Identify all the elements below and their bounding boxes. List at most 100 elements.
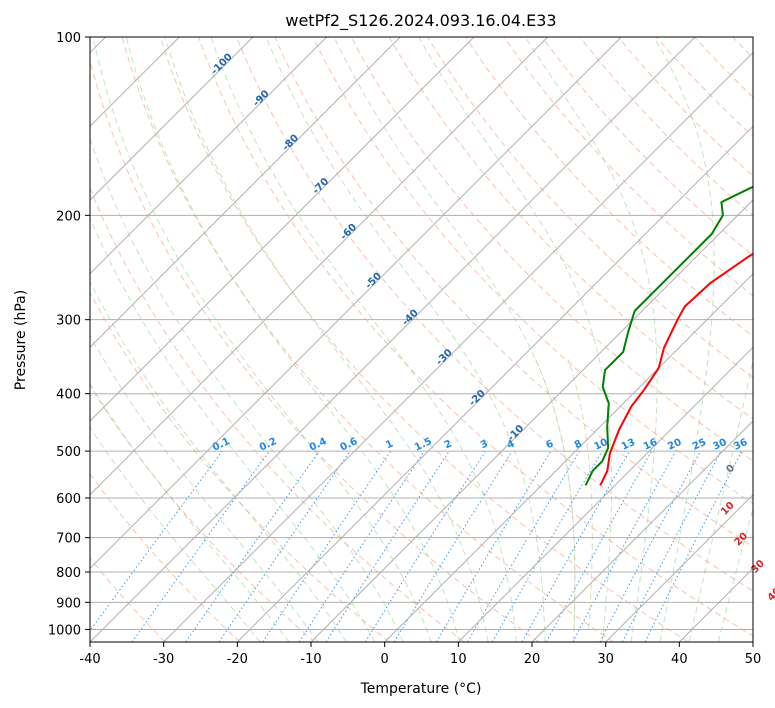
mixing-ratio-line bbox=[262, 450, 392, 642]
moist-adiabat-line bbox=[567, 359, 593, 630]
mixing-ratio-label: 20 bbox=[666, 437, 683, 453]
isotherm-line bbox=[310, 199, 753, 642]
y-tick-label: 900 bbox=[56, 596, 81, 611]
y-tick-label: 500 bbox=[56, 445, 81, 460]
profiles bbox=[584, 185, 753, 486]
grid bbox=[90, 37, 753, 642]
x-tick-label: 20 bbox=[524, 652, 541, 667]
mixing-ratio-line bbox=[131, 450, 270, 642]
y-axis: 100 200 300 400 500 600 700 800 900 1000 bbox=[48, 31, 90, 638]
mixing-ratio-line bbox=[90, 450, 223, 632]
moist-adiabat-line bbox=[90, 280, 347, 642]
mixing-ratio-label: 1 bbox=[384, 438, 395, 451]
isotherm-line bbox=[90, 37, 622, 570]
dry-adiabat-line bbox=[198, 37, 753, 637]
isotherm-line bbox=[90, 37, 401, 349]
mixing-ratio-label: 3 bbox=[479, 438, 490, 451]
y-tick-label: 100 bbox=[56, 31, 81, 46]
y-tick-label: 300 bbox=[56, 314, 81, 329]
dry-adiabat-line bbox=[274, 37, 753, 548]
moist-adiabat-line bbox=[90, 382, 290, 642]
mixing-ratio-label: 13 bbox=[620, 437, 637, 453]
x-tick-label: 40 bbox=[671, 652, 688, 667]
moist-adiabat-line bbox=[90, 334, 319, 642]
moist-adiabat-line bbox=[418, 37, 613, 642]
y-tick-label: 200 bbox=[56, 209, 81, 224]
dry-adiabat-line bbox=[617, 37, 753, 177]
dry-adiabat-line bbox=[579, 37, 753, 217]
moist-adiabat-line bbox=[688, 358, 753, 642]
y-tick-label: 1000 bbox=[48, 623, 81, 638]
dry-adiabat-line bbox=[90, 472, 241, 642]
isotherm-line bbox=[90, 37, 328, 275]
moist-adiabat-line bbox=[90, 136, 404, 642]
dry-adiabat-line bbox=[90, 59, 540, 642]
moist-adiabat-line bbox=[164, 37, 489, 642]
x-tick-label: -20 bbox=[227, 652, 248, 667]
mixing-ratio-label: 36 bbox=[732, 437, 749, 453]
mixing-ratio-label: 25 bbox=[691, 437, 708, 453]
x-tick-label: 50 bbox=[745, 652, 762, 667]
dry-adiabat-line bbox=[90, 291, 390, 642]
moist-adiabat-line bbox=[90, 216, 376, 642]
isotherm-line bbox=[531, 420, 753, 642]
moist-adiabat-line bbox=[90, 426, 261, 642]
isotherm-line bbox=[90, 37, 696, 642]
mixing-ratio-label: 2 bbox=[443, 438, 454, 451]
moist-adiabat-line bbox=[535, 359, 576, 630]
x-tick-label: 30 bbox=[597, 652, 614, 667]
x-tick-label: -30 bbox=[153, 652, 174, 667]
y-tick-label: 800 bbox=[56, 566, 81, 581]
moist-adiabat-line bbox=[125, 37, 461, 642]
mixing-ratio-line bbox=[644, 450, 743, 642]
mixing-ratio-line bbox=[325, 450, 450, 642]
isotherm-line bbox=[163, 51, 753, 642]
background-lines bbox=[90, 37, 753, 642]
mixing-ratio-line bbox=[545, 450, 653, 642]
x-tick-label: -10 bbox=[300, 652, 321, 667]
moist-adiabat-line bbox=[265, 37, 546, 642]
isotherm-line bbox=[90, 37, 549, 496]
mixing-ratio-label: 8 bbox=[573, 438, 584, 451]
mixing-ratio-line bbox=[185, 450, 320, 642]
mixing-ratio-line bbox=[218, 450, 351, 642]
x-axis-label: Temperature (°C) bbox=[360, 681, 482, 697]
mixing-ratio-line bbox=[393, 450, 513, 642]
mixing-ratio-line bbox=[572, 450, 677, 642]
temperature-profile-line bbox=[599, 252, 753, 486]
y-tick-label: 400 bbox=[56, 388, 81, 403]
dry-adiabat-line bbox=[465, 37, 753, 338]
moist-adiabat-line bbox=[717, 506, 753, 642]
moist-adiabat-line bbox=[210, 37, 517, 642]
x-axis: -40 -30 -20 -10 0 10 20 30 40 50 bbox=[79, 642, 761, 667]
dry-adiabat-line bbox=[312, 37, 753, 505]
y-tick-label: 700 bbox=[56, 532, 81, 547]
isotherm-line bbox=[236, 125, 753, 642]
mixing-ratio-label: 4 bbox=[506, 438, 517, 451]
mixing-ratio-label: 10 bbox=[592, 437, 609, 453]
mixing-ratio-label: 30 bbox=[711, 437, 728, 453]
isotherm-line bbox=[457, 346, 753, 642]
moist-adiabat-line bbox=[92, 37, 432, 642]
isotherm-line bbox=[90, 37, 254, 201]
dry-adiabat-line bbox=[236, 37, 753, 592]
dry-adiabat-line bbox=[350, 37, 753, 462]
dry-adiabat-line bbox=[121, 37, 614, 642]
y-tick-label: 600 bbox=[56, 492, 81, 507]
mixing-ratio-label: 16 bbox=[642, 437, 659, 453]
mixing-ratio-label: 6 bbox=[544, 438, 555, 451]
chart-title: wetPf2_S126.2024.093.16.04.E33 bbox=[285, 11, 556, 31]
x-tick-label: 10 bbox=[450, 652, 467, 667]
plot-frame bbox=[89, 36, 754, 643]
isotherm-line bbox=[384, 272, 753, 642]
isotherm-line bbox=[90, 37, 475, 422]
moist-adiabat-label: 40 bbox=[766, 586, 775, 604]
x-tick-label: 0 bbox=[381, 652, 389, 667]
moist-adiabat-line bbox=[524, 37, 658, 642]
mixing-ratio-line bbox=[521, 450, 630, 642]
dewpoint-profile-line bbox=[584, 185, 753, 486]
isotherm-line bbox=[605, 493, 753, 642]
y-axis-label: Pressure (hPa) bbox=[13, 290, 29, 390]
